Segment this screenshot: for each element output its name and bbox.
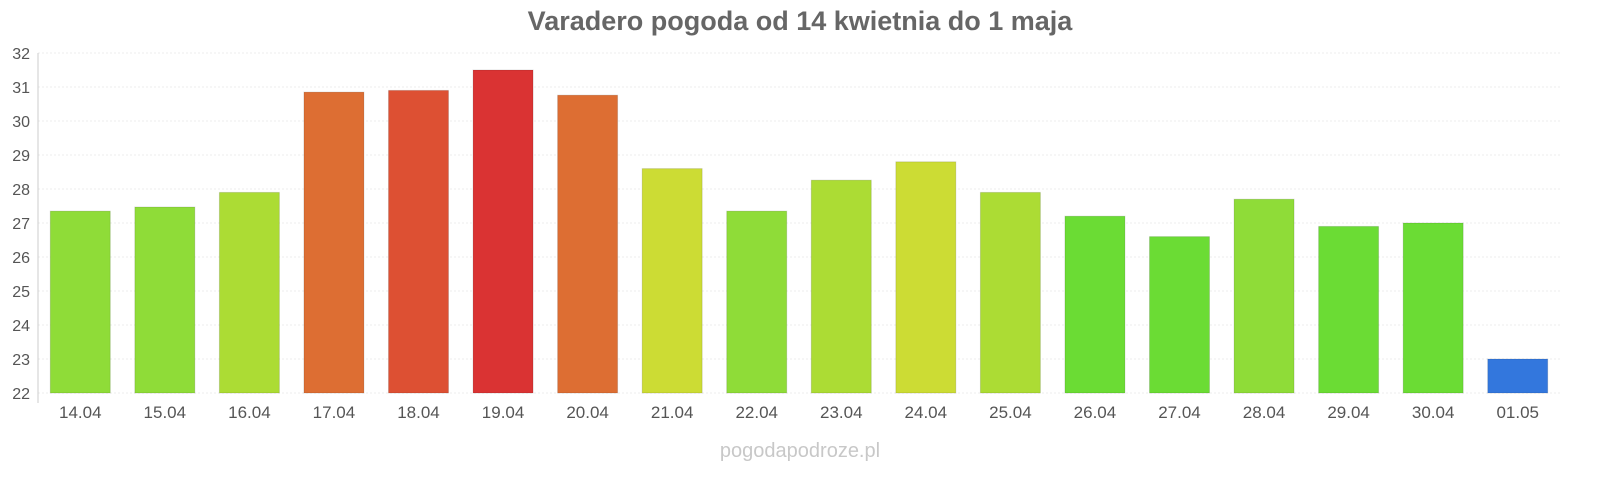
bar-01.05 (1487, 358, 1549, 394)
x-tick-label: 28.04 (1243, 403, 1286, 422)
watermark: pogodapodroze.pl (719, 440, 881, 462)
bar-24.04 (895, 161, 957, 394)
y-tick-label: 27 (12, 216, 30, 233)
y-tick-label: 23 (12, 352, 30, 369)
bar-18.04 (388, 89, 449, 394)
bar-27.04 (1149, 236, 1210, 394)
chart-title: Varadero pogoda od 14 kwietnia do 1 maja (527, 6, 1073, 36)
x-tick-label: 30.04 (1412, 403, 1455, 422)
bar-15.04 (134, 206, 196, 394)
bar-17.04 (303, 91, 365, 394)
x-tick-label: 19.04 (482, 403, 525, 422)
y-tick-label: 24 (12, 318, 30, 335)
x-tick-label: 26.04 (1074, 403, 1117, 422)
bar-23.04 (810, 179, 872, 394)
x-tick-label: 29.04 (1327, 403, 1370, 422)
y-tick-label: 25 (12, 284, 30, 301)
bar-26.04 (1064, 215, 1126, 394)
x-tick-label: 18.04 (397, 403, 440, 422)
bar-28.04 (1233, 198, 1295, 394)
x-tick-label: 20.04 (566, 403, 609, 422)
bar-21.04 (641, 168, 703, 394)
x-tick-label: 22.04 (735, 403, 778, 422)
bar-16.04 (218, 191, 280, 394)
x-tick-label: 23.04 (820, 403, 863, 422)
x-tick-label: 24.04 (905, 403, 948, 422)
x-tick-label: 17.04 (313, 403, 356, 422)
y-tick-label: 30 (12, 114, 30, 131)
x-tick-label: 16.04 (228, 403, 271, 422)
bar-25.04 (979, 191, 1041, 394)
y-tick-label: 29 (12, 148, 30, 165)
bar-29.04 (1318, 225, 1380, 394)
bar-19.04 (472, 69, 534, 394)
bar-14.04 (49, 210, 111, 394)
bar-22.04 (726, 210, 788, 394)
y-tick-label: 28 (12, 182, 30, 199)
bar-20.04 (557, 94, 619, 394)
x-tick-label: 25.04 (989, 403, 1032, 422)
x-tick-label: 14.04 (59, 403, 102, 422)
y-tick-label: 26 (12, 250, 30, 267)
y-tick-label: 22 (12, 386, 30, 403)
y-tick-label: 32 (12, 46, 30, 63)
x-tick-label: 21.04 (651, 403, 694, 422)
x-tick-label: 27.04 (1158, 403, 1201, 422)
x-tick-label: 01.05 (1496, 403, 1539, 422)
bar-30.04 (1402, 222, 1464, 394)
x-tick-label: 15.04 (144, 403, 187, 422)
y-tick-label: 31 (12, 80, 30, 97)
